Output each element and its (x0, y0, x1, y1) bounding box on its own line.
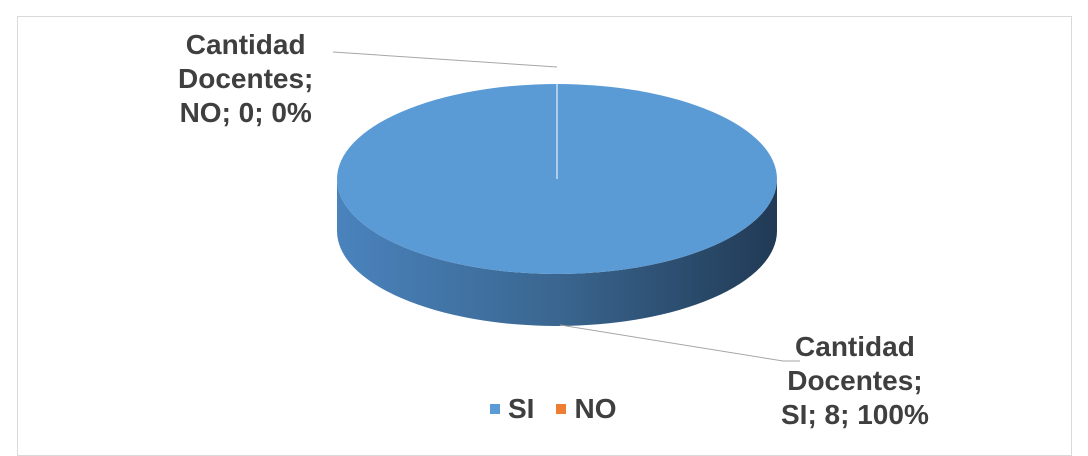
pie-side-wall (337, 179, 777, 326)
legend-swatch-si (490, 404, 500, 414)
leader-line-no (332, 51, 558, 68)
legend-label-no: NO (574, 393, 617, 424)
pie-chart (332, 51, 800, 362)
data-label-si: Cantidad Docentes; SI; 8; 100% (781, 331, 929, 430)
data-label-no: Cantidad Docentes; NO; 0; 0% (178, 29, 314, 128)
leader-line-si (559, 324, 800, 362)
chart-legend: SI NO (490, 393, 616, 425)
legend-label-si: SI (508, 393, 535, 424)
legend-swatch-no (556, 404, 567, 414)
legend-item-no: NO (556, 393, 616, 425)
legend-item-si: SI (490, 393, 534, 425)
